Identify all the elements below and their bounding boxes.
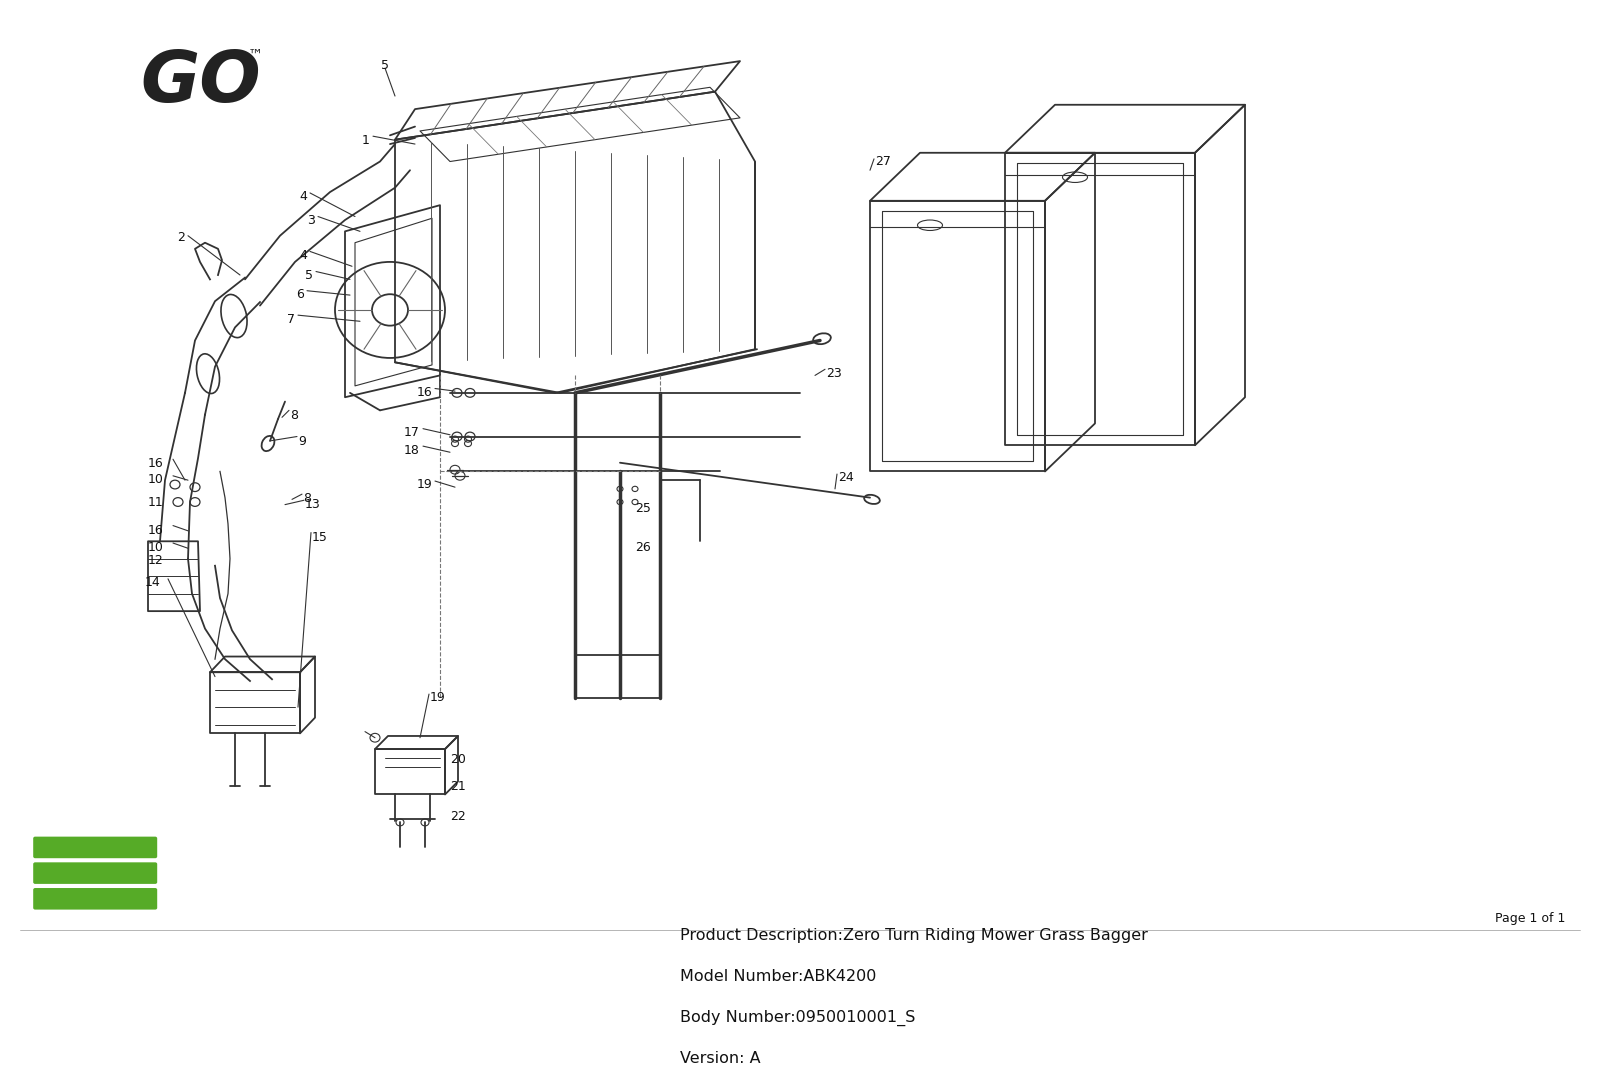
- Text: GO: GO: [141, 48, 261, 117]
- Text: 5: 5: [306, 269, 314, 282]
- Text: 16: 16: [147, 457, 163, 470]
- Text: 12: 12: [147, 555, 163, 568]
- Text: Product Description:Zero Turn Riding Mower Grass Bagger: Product Description:Zero Turn Riding Mow…: [680, 928, 1147, 943]
- Text: 19: 19: [430, 691, 446, 704]
- Text: 5: 5: [381, 59, 389, 72]
- Text: 18: 18: [405, 444, 419, 457]
- FancyBboxPatch shape: [34, 837, 157, 858]
- Text: 13: 13: [306, 498, 320, 510]
- Text: 16: 16: [416, 386, 432, 399]
- Text: 4: 4: [299, 249, 307, 262]
- Text: 2: 2: [178, 231, 186, 244]
- FancyBboxPatch shape: [34, 862, 157, 884]
- Text: 11: 11: [147, 496, 163, 509]
- Text: 3: 3: [307, 214, 315, 227]
- Text: 7: 7: [286, 313, 294, 326]
- Text: 1: 1: [362, 134, 370, 146]
- Text: 19: 19: [416, 479, 432, 492]
- Text: Model Number:ABK4200: Model Number:ABK4200: [680, 969, 877, 984]
- Text: 15: 15: [312, 531, 328, 544]
- Text: 9: 9: [298, 435, 306, 448]
- Text: 14: 14: [146, 577, 160, 590]
- Text: 4: 4: [299, 191, 307, 204]
- Text: Page 1 of 1: Page 1 of 1: [1494, 912, 1565, 925]
- Text: Version: A: Version: A: [680, 1051, 760, 1066]
- Text: 10: 10: [147, 542, 163, 555]
- Text: 24: 24: [838, 472, 854, 484]
- Text: 20: 20: [450, 752, 466, 765]
- Text: 8: 8: [302, 492, 310, 505]
- Text: 16: 16: [147, 524, 163, 537]
- Text: 6: 6: [296, 288, 304, 301]
- Text: 25: 25: [635, 502, 651, 514]
- Text: 21: 21: [450, 779, 466, 792]
- FancyBboxPatch shape: [34, 888, 157, 909]
- Text: 23: 23: [826, 366, 842, 379]
- Text: 22: 22: [450, 810, 466, 823]
- Text: 17: 17: [405, 426, 419, 439]
- Text: ™: ™: [248, 48, 264, 63]
- Text: 8: 8: [290, 409, 298, 422]
- Text: Body Number:0950010001_S: Body Number:0950010001_S: [680, 1009, 915, 1026]
- Text: 10: 10: [147, 473, 163, 486]
- Text: 26: 26: [635, 542, 651, 555]
- Text: 27: 27: [875, 156, 891, 168]
